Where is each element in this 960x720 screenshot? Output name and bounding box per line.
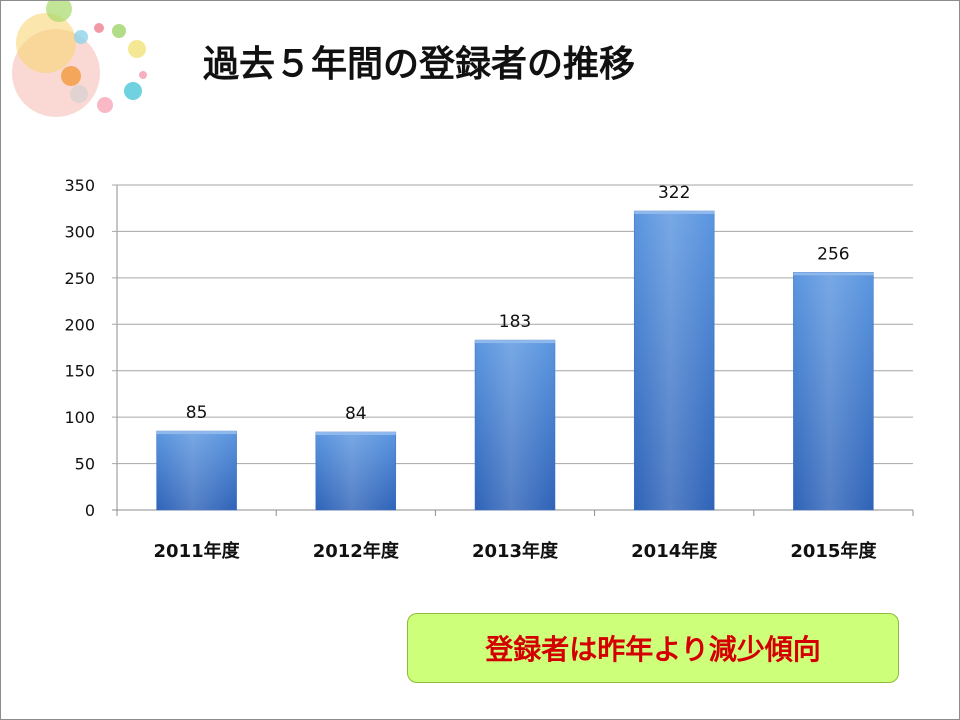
- deco-circle: [16, 13, 76, 73]
- bar-top-edge: [156, 431, 237, 435]
- deco-circle: [46, 1, 72, 22]
- bar-highlight: [156, 431, 237, 510]
- x-category-label: 2013年度: [472, 540, 559, 562]
- bars: [156, 210, 874, 511]
- x-axis-categories: 2011年度 2012年度 2013年度 2014年度 2015年度: [154, 540, 878, 562]
- decorative-circles: [12, 1, 147, 117]
- bar-highlight: [315, 432, 396, 510]
- data-label: 84: [345, 404, 367, 424]
- deco-circle: [97, 97, 113, 113]
- y-tick-label: 250: [64, 269, 95, 288]
- data-label: 322: [658, 183, 690, 203]
- y-tick-label: 150: [64, 362, 95, 381]
- bar-top-edge: [793, 272, 874, 276]
- deco-circle: [139, 71, 147, 79]
- deco-circle: [61, 66, 81, 86]
- y-tick-label: 300: [64, 222, 95, 241]
- bar: [315, 431, 397, 511]
- deco-circle: [124, 82, 142, 100]
- y-tick-label: 100: [64, 408, 95, 427]
- data-label: 85: [186, 403, 208, 423]
- bar-highlight: [634, 211, 715, 510]
- bar: [633, 210, 715, 511]
- data-label: 183: [499, 312, 531, 332]
- summary-callout: 登録者は昨年より減少傾向: [407, 613, 899, 683]
- data-labels: 85 84 183 322 256: [186, 183, 850, 424]
- data-label: 256: [817, 244, 849, 264]
- bar-highlight: [475, 340, 555, 510]
- x-category-label: 2014年度: [631, 540, 718, 562]
- bar-top-edge: [315, 432, 396, 435]
- y-axis-ticks: 0 50 100 150 200 250 300 350: [64, 176, 95, 520]
- bar-highlight: [793, 272, 874, 510]
- y-tick-label: 200: [64, 315, 95, 334]
- deco-circle: [74, 30, 88, 44]
- bar: [793, 272, 874, 511]
- y-tick-label: 50: [75, 455, 95, 474]
- bar-top-edge: [475, 340, 555, 344]
- deco-circle: [128, 40, 146, 58]
- summary-text: 登録者は昨年より減少傾向: [485, 633, 821, 666]
- y-tick-label: 0: [85, 501, 95, 520]
- x-category-label: 2015年度: [790, 540, 877, 562]
- x-category-label: 2011年度: [154, 540, 241, 562]
- y-tick-label: 350: [64, 176, 95, 195]
- deco-circle: [112, 24, 126, 38]
- page-title: 過去５年間の登録者の推移: [203, 44, 636, 85]
- bar: [156, 430, 237, 511]
- deco-circle: [70, 85, 88, 103]
- bar-top-edge: [634, 211, 715, 214]
- x-category-label: 2012年度: [313, 540, 400, 562]
- bar: [474, 339, 556, 511]
- deco-circle: [94, 23, 104, 33]
